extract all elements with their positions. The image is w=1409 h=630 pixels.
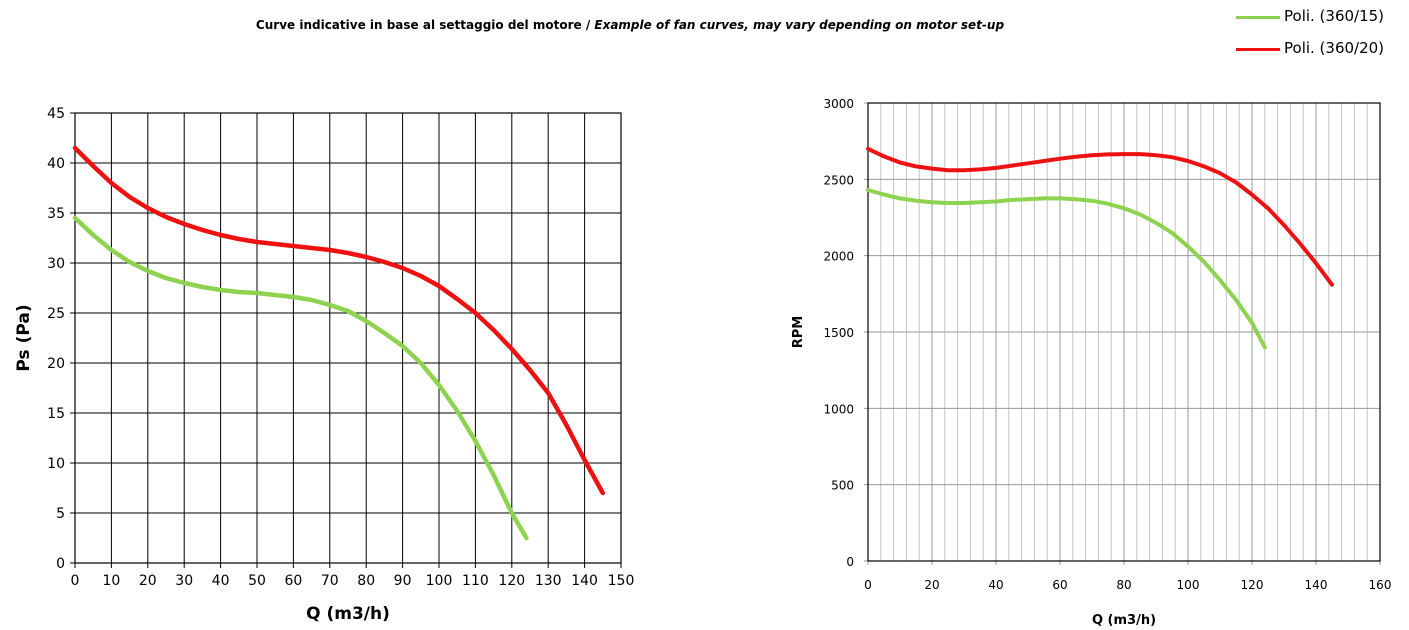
x-tick-label: 20	[924, 578, 939, 592]
legend-swatch	[1236, 16, 1280, 19]
x-tick-label: 50	[248, 573, 266, 589]
y-tick-label: 40	[47, 156, 65, 172]
x-axis-title: Q (m3/h)	[1092, 613, 1156, 628]
y-tick-label: 2000	[823, 250, 854, 264]
x-tick-label: 30	[175, 573, 193, 589]
legend-label: Poli. (360/15)	[1284, 7, 1385, 25]
y-tick-label: 45	[47, 106, 65, 122]
x-tick-label: 80	[357, 573, 375, 589]
x-axis-title: Q (m3/h)	[306, 604, 390, 624]
plot-border	[74, 112, 622, 564]
x-tick-label: 140	[571, 573, 598, 589]
x-tick-label: 20	[139, 573, 157, 589]
x-tick-label: 140	[1305, 578, 1328, 592]
y-tick-label: 25	[47, 306, 65, 322]
y-axis-title: Ps (Pa)	[14, 304, 34, 371]
y-tick-label: 500	[831, 479, 854, 493]
plot-area	[75, 113, 621, 563]
y-tick-label: 2500	[823, 173, 854, 187]
y-tick-label: 10	[47, 456, 65, 472]
x-tick-label: 10	[102, 573, 120, 589]
title-separator: /	[581, 18, 595, 32]
y-tick-label: 0	[846, 555, 854, 569]
y-tick-label: 5	[56, 506, 65, 522]
legend-label: Poli. (360/20)	[1284, 39, 1385, 57]
x-tick-label: 130	[535, 573, 562, 589]
series-line	[866, 188, 1267, 350]
legend: Poli. (360/15) Poli. (360/20)	[1236, 4, 1406, 68]
y-tick-label: 15	[47, 406, 65, 422]
x-tick-label: 120	[1241, 578, 1264, 592]
series-line	[72, 145, 606, 496]
title-english: Example of fan curves, may vary dependin…	[594, 18, 1005, 32]
x-tick-label: 0	[864, 578, 872, 592]
x-tick-label: 120	[498, 573, 525, 589]
y-tick-label: 20	[47, 356, 65, 372]
y-tick-label: 0	[56, 556, 65, 572]
y-tick-label: 1000	[823, 402, 854, 416]
plot-border	[867, 102, 1381, 562]
x-tick-label: 150	[608, 573, 635, 589]
x-tick-label: 100	[1177, 578, 1200, 592]
y-tick-label: 30	[47, 256, 65, 272]
series-line	[72, 215, 529, 541]
legend-swatch	[1236, 48, 1280, 51]
x-tick-label: 60	[284, 573, 302, 589]
y-axis-title: RPM	[791, 316, 806, 348]
x-tick-label: 110	[462, 573, 489, 589]
legend-item-poli-360-20: Poli. (360/20)	[1236, 36, 1406, 68]
x-tick-label: 70	[321, 573, 339, 589]
x-tick-label: 60	[1052, 578, 1067, 592]
title-italian: Curve indicative in base al settaggio de…	[255, 18, 582, 32]
x-tick-label: 40	[212, 573, 230, 589]
x-tick-label: 0	[71, 573, 80, 589]
x-tick-label: 80	[1116, 578, 1131, 592]
y-tick-label: 1500	[823, 326, 854, 340]
y-tick-label: 3000	[823, 97, 854, 111]
x-tick-label: 90	[394, 573, 412, 589]
series-line	[866, 146, 1334, 287]
y-tick-label: 35	[47, 206, 65, 222]
x-tick-label: 100	[426, 573, 453, 589]
chart-header: Curve indicative in base al settaggio de…	[0, 18, 1260, 32]
x-tick-label: 160	[1369, 578, 1392, 592]
x-tick-label: 40	[988, 578, 1003, 592]
legend-item-poli-360-15: Poli. (360/15)	[1236, 4, 1406, 36]
